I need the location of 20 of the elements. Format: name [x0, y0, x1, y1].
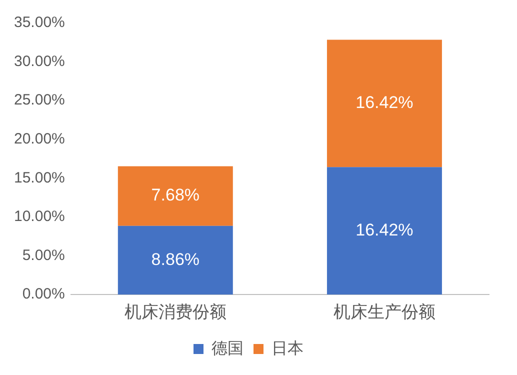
y-tick-label: 5.00% [22, 246, 65, 264]
data-label: 16.42% [356, 220, 414, 240]
y-tick-label: 15.00% [14, 169, 65, 186]
bar [118, 166, 233, 226]
data-label: 8.86% [151, 250, 200, 269]
x-tick-label: 机床生产份额 [333, 302, 436, 322]
y-tick-label: 30.00% [14, 52, 65, 70]
x-tick-label: 机床消费份额 [124, 302, 226, 322]
y-tick-label: 10.00% [14, 208, 65, 226]
bar [326, 167, 442, 295]
legend-label: 德国 [212, 340, 244, 358]
legend-label: 日本 [272, 339, 304, 358]
y-tick-label: 0.00% [22, 286, 65, 303]
bar [118, 226, 233, 295]
y-tick-label: 25.00% [14, 92, 65, 109]
y-tick-label: 35.00% [14, 14, 65, 32]
data-label: 16.42% [356, 93, 414, 112]
data-label: 7.68% [151, 186, 200, 205]
y-tick-label: 20.00% [14, 130, 65, 148]
bar [326, 40, 442, 168]
